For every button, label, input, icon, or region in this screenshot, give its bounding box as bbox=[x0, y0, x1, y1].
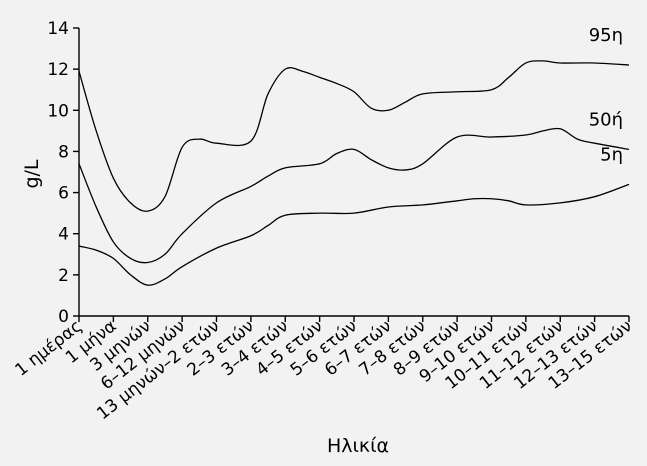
p50-line bbox=[79, 128, 629, 262]
p50-label: 50ή bbox=[589, 109, 623, 130]
y-tick-label: 8 bbox=[58, 142, 69, 162]
p5-line bbox=[79, 184, 629, 285]
y-tick-label: 14 bbox=[47, 19, 69, 39]
y-tick-label: 6 bbox=[58, 184, 69, 204]
p95-line bbox=[79, 61, 629, 211]
y-tick-label: 4 bbox=[58, 225, 69, 245]
y-tick-label: 2 bbox=[58, 266, 69, 286]
y-tick-label: 12 bbox=[47, 60, 69, 80]
x-axis-title: Ηλικία bbox=[327, 435, 389, 457]
y-tick-label: 10 bbox=[47, 101, 69, 121]
p95-label: 95η bbox=[589, 25, 623, 46]
y-axis-title: g/L bbox=[21, 159, 43, 188]
p5-label: 5η bbox=[600, 144, 623, 165]
